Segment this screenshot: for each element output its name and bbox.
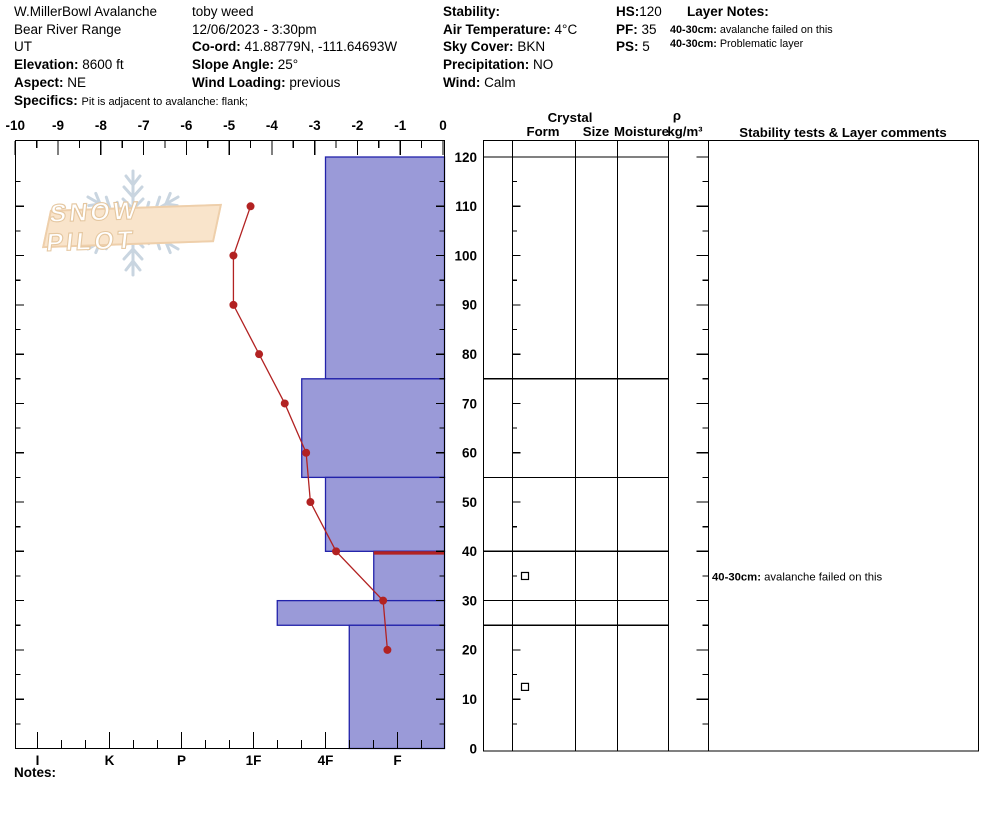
- height-axis-label: 0: [469, 741, 477, 756]
- temperature-point: [379, 596, 388, 605]
- height-axis-label: 50: [462, 495, 477, 510]
- air-temp-line: Air Temperature: 4°C: [443, 22, 578, 37]
- height-axis-label: 40: [462, 544, 477, 559]
- snow-layer-bar: [276, 599, 446, 626]
- notes-label: Notes:: [14, 765, 57, 780]
- height-axis-label: 10: [462, 692, 477, 707]
- mountain-range: Bear River Range: [14, 22, 122, 37]
- height-axis-label: 100: [454, 248, 477, 263]
- hardness-axis-label: I: [36, 753, 40, 768]
- height-axis-label: 60: [462, 446, 477, 461]
- grain-form-symbol: [520, 682, 530, 691]
- temp-axis-label: -4: [266, 118, 278, 133]
- height-axis-label: 70: [462, 396, 477, 411]
- left-chart: -10 -9 -8 -7 -6 -5 -4 -3 -2 -1 0I K P 1F 4F F0102030405…: [6, 118, 477, 768]
- hardness-axis-label: 4F: [318, 753, 334, 768]
- column-header: Stability tests & Layer comments: [739, 125, 946, 140]
- snow-layer-bar: [373, 550, 446, 602]
- temperature-point: [302, 448, 311, 457]
- state: UT: [14, 39, 32, 54]
- height-axis-label: 90: [462, 298, 477, 313]
- column-header: Crystal: [548, 110, 593, 125]
- snow-layer-bar: [324, 156, 446, 380]
- temperature-point: [229, 251, 238, 260]
- temp-axis-label: -3: [309, 118, 321, 133]
- layer-note: 40-30cm: Problematic layer: [670, 38, 804, 50]
- column-header: Form: [527, 124, 560, 139]
- temperature-point: [255, 350, 264, 359]
- height-axis-label: 110: [455, 199, 477, 214]
- precipitation-line: Precipitation: NO: [443, 57, 554, 72]
- sky-cover-line: Sky Cover: BKN: [443, 39, 546, 54]
- coordinates-line: Co-ord: 41.88779N, -111.64693W: [192, 39, 398, 54]
- temperature-point: [306, 498, 315, 507]
- temp-axis-label: -2: [351, 118, 363, 133]
- temperature-point: [246, 202, 255, 211]
- specifics-line: Specifics: Pit is adjacent to avalanche:…: [14, 93, 248, 108]
- temperature-point: [280, 399, 289, 408]
- temperature-point: [383, 645, 392, 654]
- ps-line: PS: 5: [616, 39, 650, 54]
- temp-axis-label: -1: [394, 118, 406, 133]
- snow-layer-bar: [348, 624, 446, 750]
- column-header: Size: [583, 124, 609, 139]
- temp-axis-label: -8: [95, 118, 107, 133]
- hardness-axis-label: K: [105, 753, 115, 768]
- column-header: Moisture: [614, 124, 669, 139]
- wind-line: Wind: Calm: [443, 75, 516, 90]
- pit-name: W.MillerBowl Avalanche: [14, 4, 158, 19]
- height-axis-label: 30: [462, 593, 477, 608]
- snow-layer-bar: [324, 476, 446, 552]
- layer-note: 40-30cm: avalanche failed on this: [670, 24, 833, 36]
- height-axis-label: 20: [462, 643, 477, 658]
- temperature-line: [232, 206, 389, 650]
- aspect-line: Aspect: NE: [14, 75, 87, 90]
- hs-line: HS:120: [616, 4, 662, 19]
- hardness-axis-label: P: [177, 753, 186, 768]
- pf-line: PF: 35: [616, 22, 657, 37]
- plot-border: [14, 139, 446, 750]
- snow-layer-bar: [301, 378, 446, 479]
- slope-angle-line: Slope Angle: 25°: [192, 57, 299, 72]
- temperature-point: [332, 547, 341, 556]
- temp-axis-label: -7: [138, 118, 150, 133]
- temp-axis-label: -5: [223, 118, 235, 133]
- wind-loading-line: Wind Loading: previous: [192, 75, 341, 90]
- layer-comment: 40-30cm: avalanche failed on this: [712, 571, 883, 583]
- temp-axis-label: -6: [180, 118, 192, 133]
- stability-line: Stability:: [443, 4, 501, 19]
- observer: toby weed: [192, 4, 254, 19]
- height-axis-label: 120: [454, 150, 477, 165]
- datetime: 12/06/2023 - 3:30pm: [192, 22, 317, 37]
- hardness-axis-label: 1F: [246, 753, 262, 768]
- height-axis-label: 80: [462, 347, 477, 362]
- table-border: [482, 139, 980, 752]
- snow-profile-chart: -10 -9 -8 -7 -6 -5 -4 -3 -2 -1 0I K P 1F 4F F0102030405…: [6, 108, 980, 768]
- column-header: ρ: [673, 108, 681, 123]
- grain-form-symbol: [520, 571, 530, 581]
- column-header: kg/m³: [667, 124, 703, 139]
- temp-axis-label: -9: [52, 118, 64, 133]
- temp-axis-label: -10: [6, 118, 26, 133]
- layer-notes-title: Layer Notes:: [687, 4, 769, 19]
- elevation-line: Elevation: 8600 ft: [14, 57, 124, 72]
- hardness-axis-label: F: [393, 753, 401, 768]
- temperature-point: [229, 300, 238, 309]
- temp-axis-label: 0: [439, 118, 447, 133]
